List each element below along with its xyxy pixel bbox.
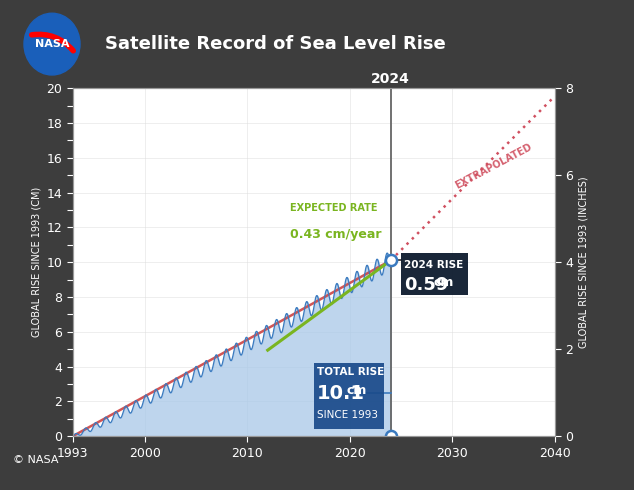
Text: 2024: 2024 (372, 72, 410, 86)
Text: SINCE 1993: SINCE 1993 (317, 410, 378, 420)
Text: 10.1: 10.1 (317, 384, 365, 403)
Text: cm: cm (434, 276, 454, 289)
FancyArrowPatch shape (32, 34, 74, 51)
Text: TOTAL RISE: TOTAL RISE (317, 367, 384, 376)
Text: cm: cm (347, 384, 367, 397)
Text: EXPECTED RATE: EXPECTED RATE (290, 203, 378, 214)
Text: NASA: NASA (35, 39, 69, 49)
Y-axis label: GLOBAL RISE SINCE 1993 (INCHES): GLOBAL RISE SINCE 1993 (INCHES) (579, 176, 589, 348)
Text: EXTRAPOLATED: EXTRAPOLATED (453, 142, 533, 191)
FancyBboxPatch shape (401, 253, 468, 295)
Text: 0.59: 0.59 (404, 276, 448, 294)
Y-axis label: GLOBAL RISE SINCE 1993 (CM): GLOBAL RISE SINCE 1993 (CM) (31, 187, 41, 337)
Text: 0.43 cm/year: 0.43 cm/year (290, 214, 382, 242)
FancyBboxPatch shape (314, 363, 384, 429)
Circle shape (24, 13, 80, 75)
Text: © NASA: © NASA (13, 455, 58, 466)
Text: 2024 RISE: 2024 RISE (404, 260, 463, 270)
Text: Satellite Record of Sea Level Rise: Satellite Record of Sea Level Rise (105, 35, 446, 53)
